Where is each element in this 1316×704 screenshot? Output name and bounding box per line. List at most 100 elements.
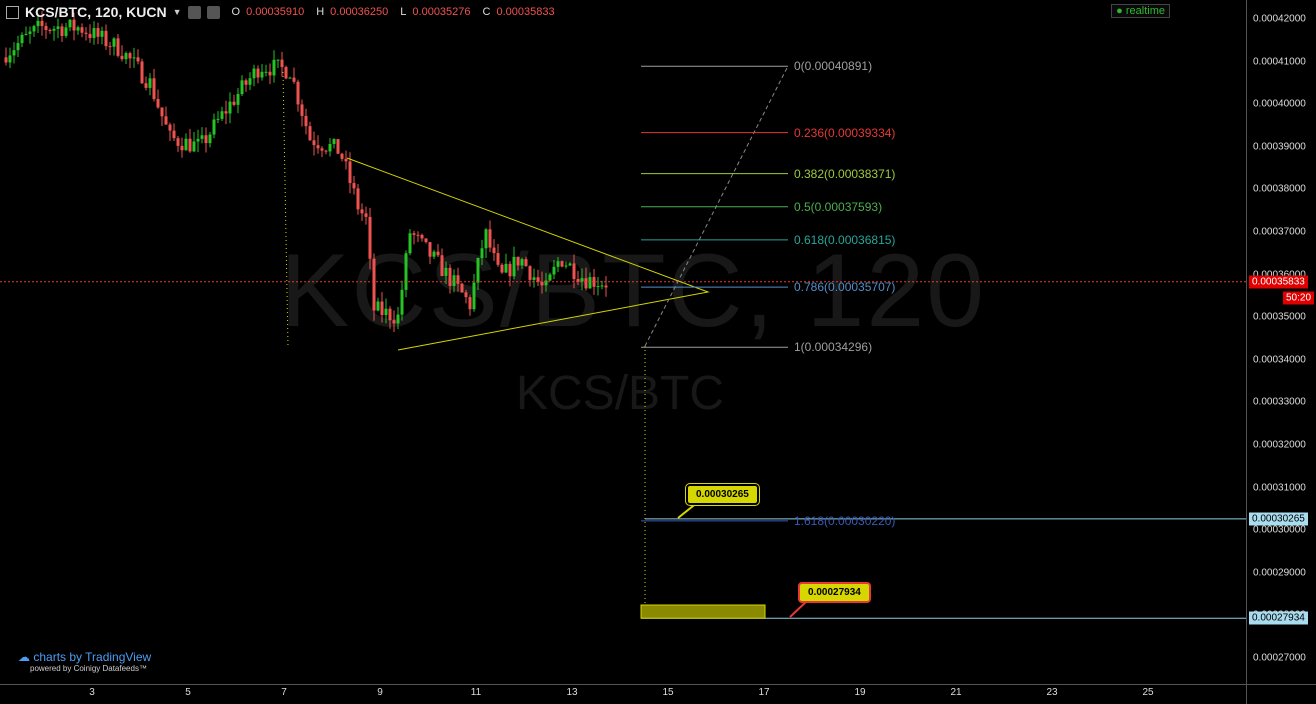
candle-body <box>488 229 492 248</box>
price-chart[interactable] <box>0 0 1246 684</box>
candle-body <box>92 28 96 38</box>
candle-body <box>440 255 444 276</box>
tradingview-branding[interactable]: ☁ charts by TradingView powered by Coini… <box>18 650 151 673</box>
candle-body <box>116 38 120 56</box>
fib-trend-line <box>644 65 789 347</box>
time-tick: 19 <box>854 687 866 698</box>
candle-body <box>376 301 380 311</box>
price-axis[interactable]: 0.00042000 0.00041000 0.00040000 0.00039000… <box>1246 0 1316 684</box>
candle-body <box>572 263 576 280</box>
candle-body <box>564 265 568 267</box>
high-label: H <box>316 6 325 18</box>
candle-body <box>224 111 228 114</box>
candle-body <box>24 33 28 35</box>
candle-body <box>228 101 232 114</box>
candle-body <box>384 308 388 315</box>
candle-body <box>132 57 136 59</box>
candle-body <box>36 20 40 27</box>
candle-body <box>188 138 192 152</box>
chart-area[interactable]: KCS/BTC, 120 KCS/BTC 0(0.00040891) 0.236(… <box>0 0 1246 684</box>
candle-body <box>76 27 80 31</box>
settings-icon[interactable] <box>187 5 201 19</box>
fib-level-label: 0.618(0.00036815) <box>794 232 896 247</box>
price-tick: 0.00037000 <box>1253 226 1306 238</box>
candle-body <box>396 314 400 324</box>
price-tick: 0.00039000 <box>1253 141 1306 153</box>
candle-body <box>448 267 452 286</box>
price-tick: 0.00035000 <box>1253 311 1306 323</box>
gear-icon[interactable] <box>206 5 220 19</box>
candle-body <box>144 83 148 88</box>
candle-body <box>588 277 592 289</box>
candle-body <box>216 118 220 120</box>
time-tick: 9 <box>377 687 383 698</box>
time-tick: 11 <box>470 687 482 698</box>
candle-body <box>332 139 336 144</box>
candle-body <box>404 253 408 290</box>
candle-body <box>300 104 304 116</box>
menu-icon[interactable] <box>6 5 19 19</box>
candle-body <box>68 19 72 28</box>
fib-level-label: 1.618(0.00030220) <box>794 513 896 528</box>
watermark-pair: KCS/BTC <box>516 367 725 420</box>
candle-body <box>536 277 540 282</box>
candle-body <box>252 68 256 79</box>
candle-body <box>544 280 548 286</box>
measure-line-vertical <box>282 71 289 347</box>
chart-header: KCS/BTC, 120, KUCN ▼ O 0.00035910 H 0.00… <box>6 3 555 21</box>
candle-body <box>408 233 412 254</box>
candle-body <box>136 57 140 62</box>
candle-body <box>412 233 416 235</box>
candle-body <box>580 278 584 282</box>
symbol-title[interactable]: KCS/BTC, 120, KUCN <box>25 4 167 20</box>
candle-body <box>256 68 260 78</box>
open-value: 0.00035910 <box>246 6 305 18</box>
candle-body <box>52 28 56 31</box>
price-callout-target-2[interactable]: 0.00027934 <box>798 582 871 603</box>
candle-body <box>556 261 560 267</box>
candle-body <box>320 148 324 151</box>
time-tick: 23 <box>1046 687 1058 698</box>
candle-body <box>208 134 212 144</box>
candle-body <box>604 285 608 288</box>
candle-body <box>84 32 88 34</box>
triangle-pattern <box>346 157 710 351</box>
price-tick: 0.00031000 <box>1253 482 1306 494</box>
close-label: C <box>482 6 491 18</box>
close-value: 0.00035833 <box>496 6 555 18</box>
candle-body <box>64 27 68 36</box>
candle-body <box>264 71 268 73</box>
candle-body <box>44 26 48 30</box>
candle-body <box>340 153 344 159</box>
candle-body <box>12 50 16 56</box>
candle-body <box>428 242 432 257</box>
candle-body <box>312 140 316 146</box>
candle-body <box>420 234 424 239</box>
axis-corner <box>1246 684 1316 704</box>
candle-body <box>380 301 384 315</box>
price-tick: 0.00029000 <box>1253 567 1306 579</box>
candle-body <box>500 264 504 273</box>
candle-body <box>548 274 552 281</box>
candle-body <box>272 59 276 76</box>
candle-body <box>200 135 204 139</box>
candle-body <box>104 30 108 47</box>
last-price-tag: 0.00035833 <box>1249 275 1308 289</box>
target-zone-box <box>640 604 766 619</box>
candle-body <box>324 150 328 152</box>
candle-body <box>424 238 428 243</box>
chevron-down-icon[interactable]: ▼ <box>172 7 182 17</box>
time-tick: 25 <box>1142 687 1154 698</box>
price-tick: 0.00041000 <box>1253 56 1306 68</box>
price-tick: 0.00034000 <box>1253 354 1306 366</box>
price-tick: 0.00027000 <box>1253 652 1306 664</box>
candle-body <box>276 59 280 61</box>
price-callout-target-1[interactable]: 0.00030265 <box>685 483 760 506</box>
candle-body <box>532 277 536 280</box>
time-axis[interactable]: 3 5 7 9 11 13 15 17 19 21 23 25 <box>0 684 1246 704</box>
candle-body <box>436 251 440 256</box>
high-value: 0.00036250 <box>330 6 389 18</box>
candle-body <box>20 34 24 44</box>
realtime-badge[interactable]: ● realtime <box>1111 4 1170 18</box>
price-tag-target-2: 0.00027934 <box>1249 611 1308 625</box>
